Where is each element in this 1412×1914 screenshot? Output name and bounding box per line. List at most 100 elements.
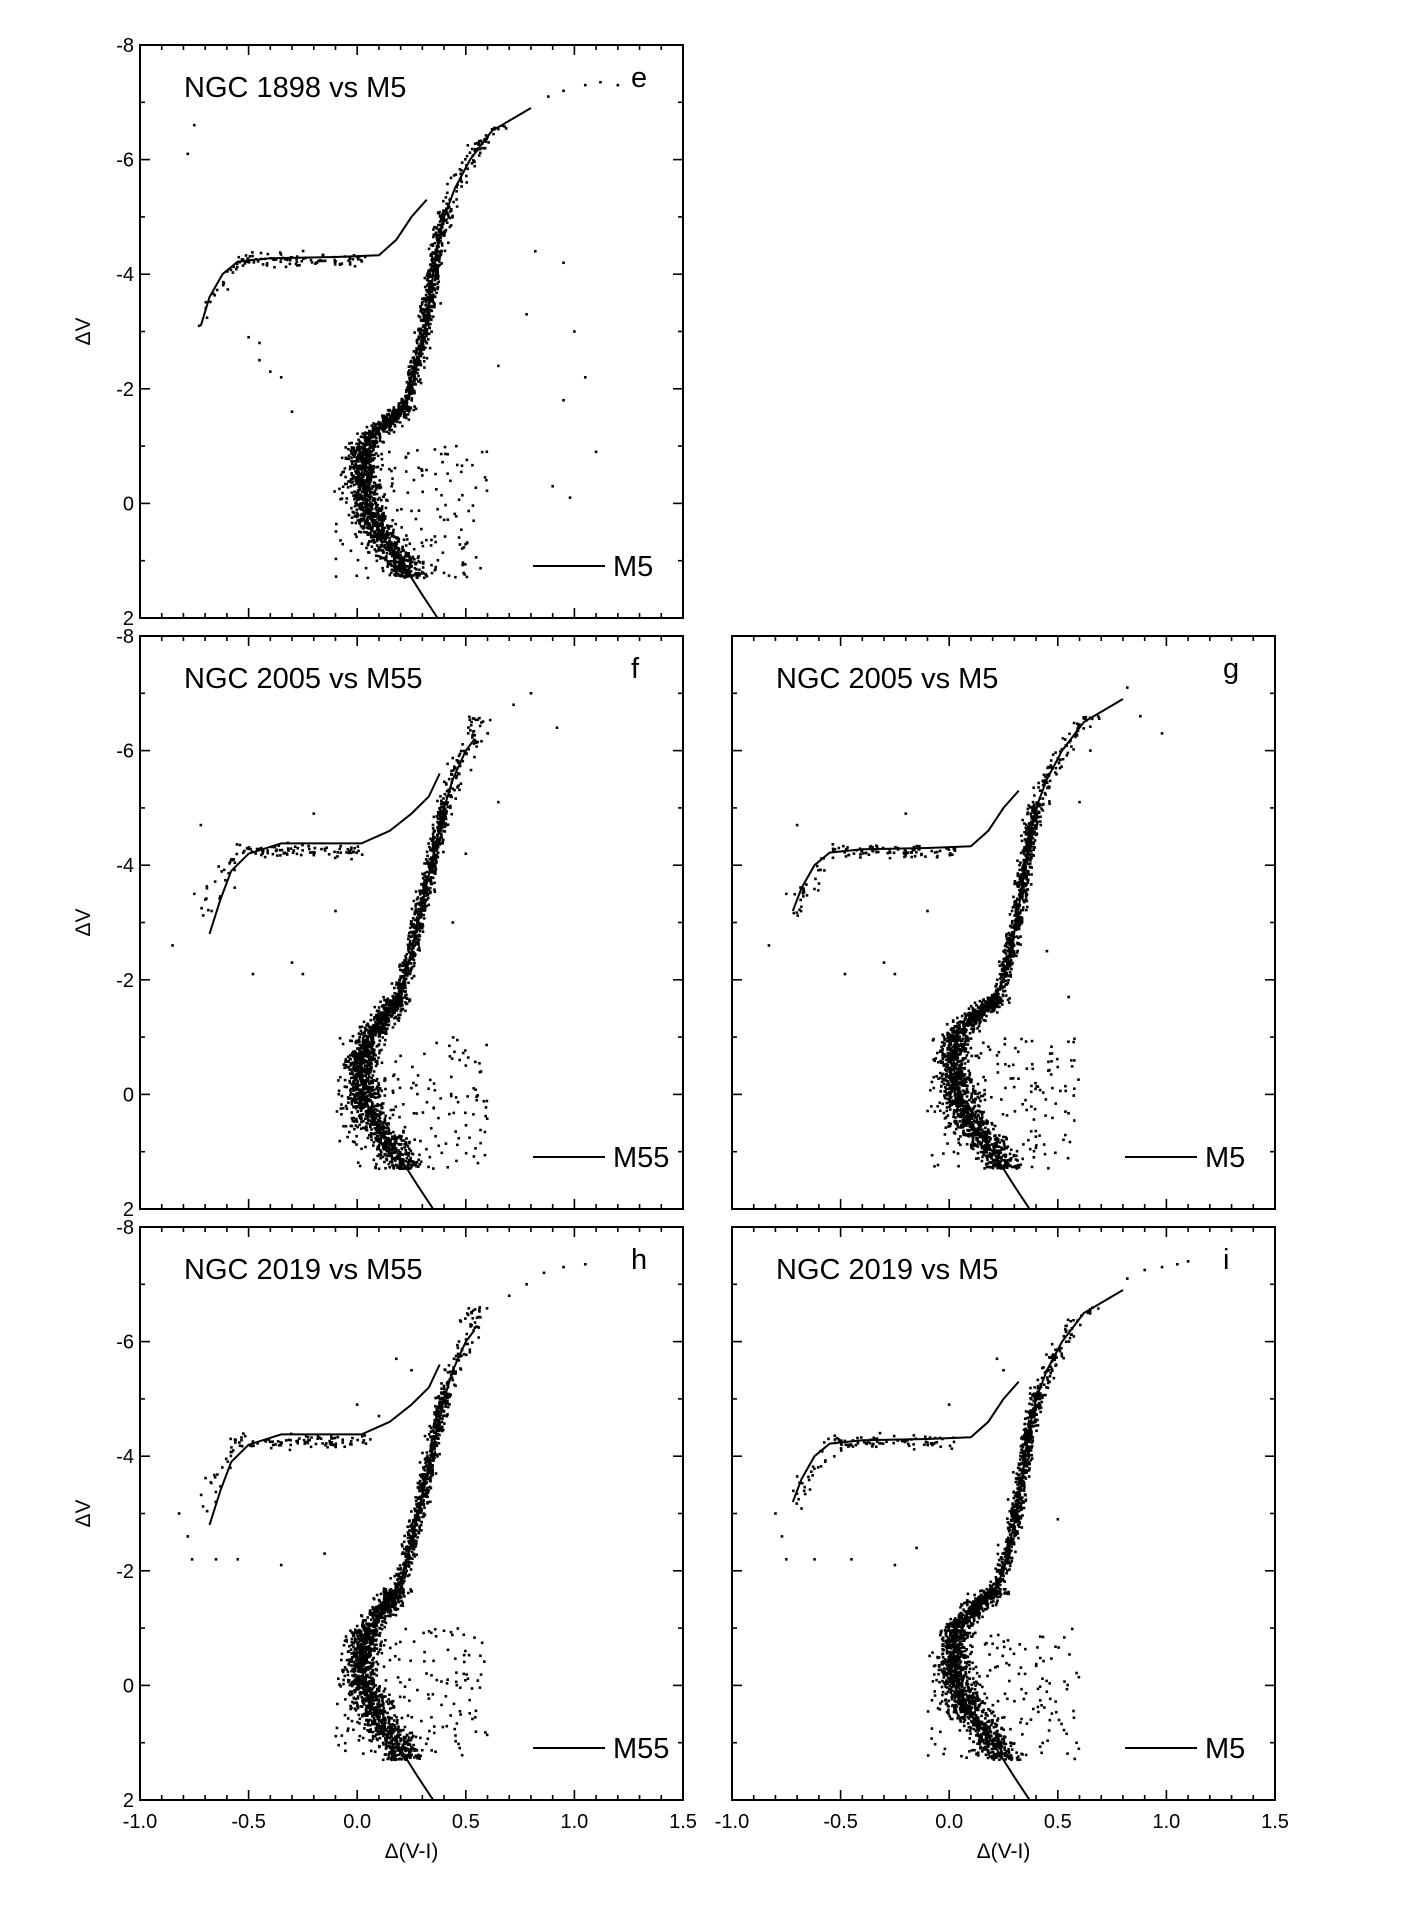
data-point bbox=[432, 293, 435, 297]
data-point bbox=[356, 1081, 359, 1085]
data-point bbox=[370, 540, 373, 543]
data-point bbox=[425, 288, 428, 292]
data-point bbox=[359, 1049, 363, 1053]
data-point bbox=[956, 1032, 959, 1035]
data-point bbox=[351, 1050, 355, 1054]
data-point bbox=[334, 260, 337, 263]
data-point bbox=[442, 234, 445, 237]
data-point bbox=[356, 845, 360, 848]
data-point bbox=[405, 380, 409, 384]
data-point bbox=[469, 723, 473, 727]
data-point bbox=[562, 261, 565, 265]
data-point bbox=[432, 258, 436, 261]
data-point bbox=[412, 359, 416, 362]
data-point bbox=[393, 548, 396, 552]
data-point bbox=[241, 264, 245, 267]
data-point bbox=[375, 1030, 378, 1033]
data-point bbox=[358, 448, 362, 451]
data-point bbox=[421, 342, 425, 345]
data-point bbox=[370, 475, 374, 478]
data-point bbox=[478, 724, 482, 728]
data-point bbox=[347, 1130, 351, 1134]
data-point bbox=[414, 890, 418, 893]
data-point bbox=[364, 443, 368, 447]
data-point bbox=[381, 550, 385, 553]
data-point bbox=[362, 1097, 365, 1101]
data-point bbox=[435, 488, 438, 491]
data-point bbox=[451, 787, 455, 791]
data-point bbox=[423, 1052, 426, 1056]
data-point bbox=[393, 424, 397, 428]
data-point bbox=[269, 370, 272, 373]
data-point bbox=[433, 241, 437, 245]
data-point bbox=[465, 154, 469, 158]
data-point bbox=[433, 568, 437, 572]
data-point bbox=[368, 467, 372, 470]
data-point bbox=[405, 1156, 409, 1160]
data-point bbox=[434, 540, 437, 544]
data-point bbox=[408, 556, 412, 559]
data-point bbox=[371, 431, 374, 435]
data-point bbox=[365, 1023, 369, 1027]
data-point bbox=[310, 261, 314, 264]
data-point bbox=[339, 497, 342, 501]
data-point bbox=[356, 1084, 359, 1088]
data-point bbox=[353, 504, 357, 508]
data-point bbox=[428, 272, 432, 276]
data-point bbox=[366, 543, 370, 547]
data-point bbox=[408, 947, 412, 950]
data-point bbox=[294, 262, 298, 266]
data-point bbox=[390, 1014, 393, 1018]
data-point bbox=[402, 962, 405, 965]
data-point bbox=[413, 912, 416, 916]
data-point bbox=[359, 1079, 363, 1083]
data-point bbox=[374, 515, 378, 518]
data-point bbox=[363, 522, 367, 526]
data-point bbox=[379, 1000, 382, 1004]
data-point bbox=[365, 1128, 369, 1132]
data-point bbox=[404, 957, 408, 961]
data-point bbox=[478, 1062, 481, 1065]
data-point bbox=[344, 482, 347, 486]
data-point bbox=[395, 1155, 399, 1158]
data-point bbox=[372, 448, 375, 452]
data-point bbox=[375, 1139, 378, 1142]
data-point bbox=[418, 574, 421, 577]
data-point bbox=[358, 477, 361, 481]
data-point bbox=[380, 1089, 384, 1093]
data-point bbox=[364, 1145, 367, 1149]
data-point bbox=[437, 823, 441, 826]
data-point bbox=[445, 789, 449, 793]
data-point bbox=[478, 716, 481, 720]
data-point bbox=[401, 1157, 404, 1161]
data-point bbox=[370, 1039, 373, 1042]
data-point bbox=[333, 263, 337, 266]
data-point bbox=[414, 360, 418, 364]
data-point bbox=[391, 551, 395, 555]
data-point bbox=[504, 127, 508, 130]
data-point bbox=[390, 1160, 394, 1164]
data-point bbox=[454, 797, 458, 800]
data-point bbox=[406, 971, 409, 975]
data-point bbox=[213, 293, 217, 297]
data-point bbox=[456, 1100, 460, 1104]
data-point bbox=[369, 1115, 373, 1119]
data-point bbox=[462, 546, 466, 549]
data-point bbox=[369, 1060, 373, 1063]
data-point bbox=[399, 404, 402, 408]
data-point bbox=[372, 1070, 376, 1073]
data-point bbox=[399, 1151, 402, 1154]
data-point bbox=[467, 509, 470, 513]
data-point bbox=[444, 503, 447, 507]
data-point bbox=[423, 318, 427, 322]
data-point bbox=[378, 1119, 382, 1123]
data-point bbox=[357, 1061, 360, 1065]
data-point bbox=[398, 555, 402, 559]
data-point bbox=[346, 1135, 349, 1139]
data-point bbox=[370, 502, 374, 506]
panel-g: NGC 2005 vs M5 gM5 bbox=[731, 635, 1276, 1210]
data-point bbox=[408, 1147, 411, 1151]
data-point bbox=[397, 981, 401, 985]
data-point bbox=[371, 457, 375, 461]
data-point bbox=[386, 1017, 390, 1021]
